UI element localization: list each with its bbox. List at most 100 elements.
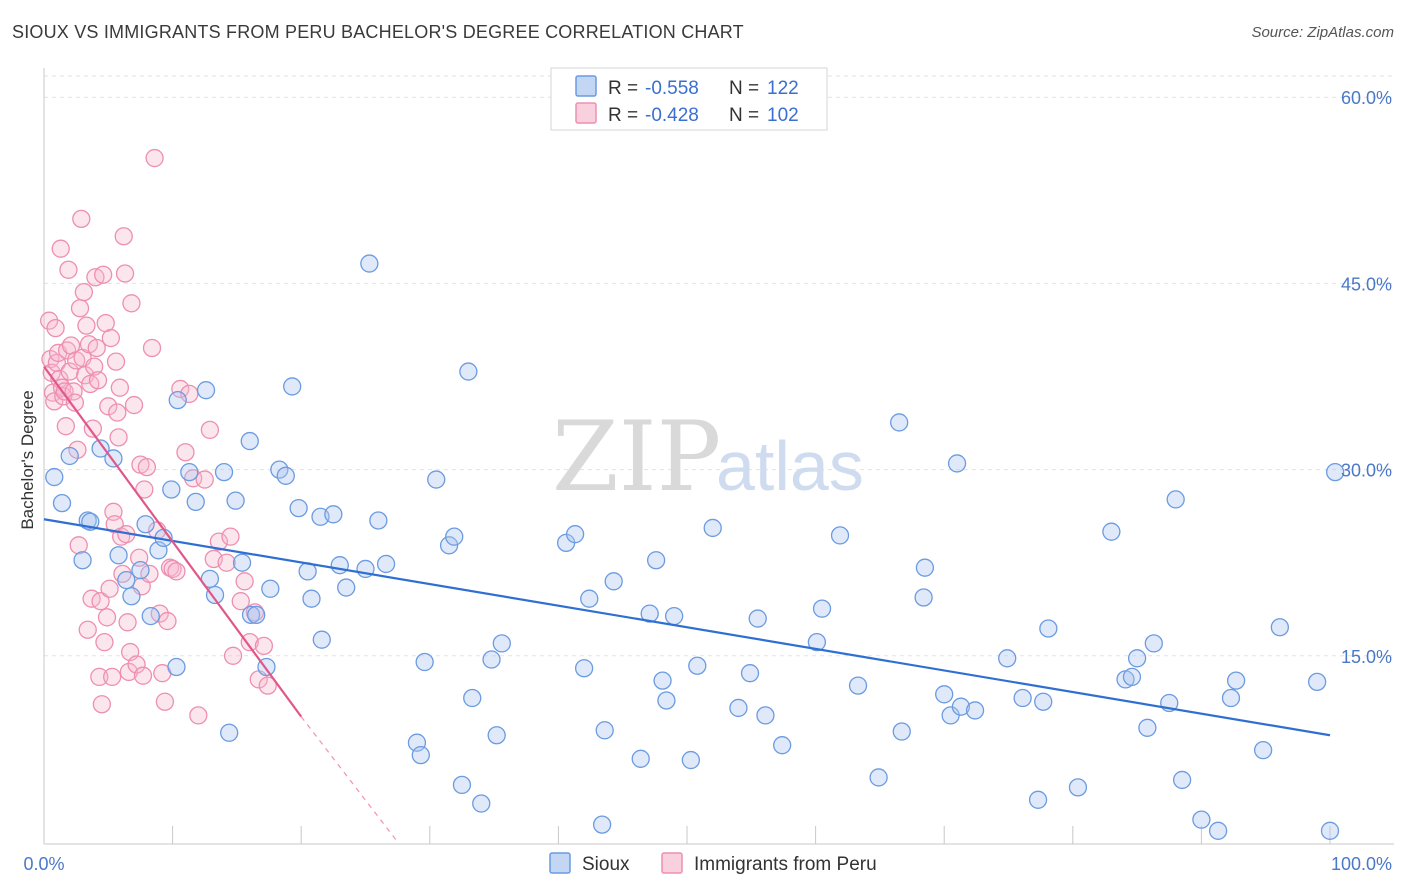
sioux-point — [890, 413, 909, 432]
sioux-point — [459, 362, 478, 381]
peru-point — [103, 667, 122, 687]
peru-point — [70, 299, 90, 318]
sioux-point — [681, 750, 701, 770]
sioux-point — [302, 589, 321, 608]
peru-point — [254, 636, 274, 656]
sioux-point — [740, 664, 760, 683]
sioux-point — [657, 691, 676, 710]
sioux-point — [1127, 649, 1147, 668]
sioux-point — [1325, 462, 1345, 482]
sioux-point — [646, 551, 666, 570]
bottom-legend-label-peru: Immigrants from Peru — [694, 854, 877, 875]
sioux-point — [1034, 692, 1053, 711]
peru-point — [124, 395, 144, 415]
legend-n-value-peru: 102 — [767, 105, 799, 126]
peru-point — [109, 428, 128, 447]
sioux-point — [653, 671, 672, 690]
sioux-point — [52, 493, 72, 513]
chart-title: SIOUX VS IMMIGRANTS FROM PERU BACHELOR'S… — [12, 22, 744, 42]
peru-point — [240, 633, 259, 652]
peru-point — [90, 667, 109, 687]
sioux-point — [369, 511, 388, 530]
sioux-point — [186, 492, 205, 512]
sioux-point — [205, 585, 225, 605]
sioux-point — [830, 526, 850, 545]
peru-point — [145, 148, 164, 168]
peru-point — [200, 420, 220, 440]
sioux-point — [1270, 618, 1289, 637]
sioux-point — [848, 676, 868, 695]
sioux-point — [168, 390, 187, 410]
sioux-point — [439, 536, 459, 555]
peru-point — [217, 553, 236, 572]
peru-point — [46, 318, 65, 338]
peru-point — [137, 457, 157, 477]
legend-n-value-sioux: 122 — [767, 78, 799, 99]
sioux-point — [220, 723, 239, 742]
sioux-point — [756, 706, 775, 725]
sioux-point — [445, 527, 464, 546]
sioux-point — [604, 572, 623, 591]
sioux-point — [117, 570, 136, 590]
sioux-point — [729, 698, 748, 718]
sioux-point — [1166, 490, 1185, 509]
legend-swatch-sioux — [575, 75, 597, 97]
sioux-point — [703, 518, 722, 538]
sioux-point — [232, 553, 252, 572]
sioux-point — [748, 609, 767, 628]
sioux-point — [214, 462, 234, 482]
peru-point — [118, 613, 137, 632]
sioux-point — [595, 721, 614, 740]
sioux-point — [200, 569, 220, 589]
peru-point — [189, 706, 208, 725]
peru-point — [108, 403, 127, 422]
series-legend: Sioux Immigrants from Peru — [549, 852, 877, 875]
y-tick-label-3: 60.0% — [1341, 88, 1392, 108]
sioux-point — [276, 466, 295, 485]
sioux-point — [592, 815, 612, 834]
sioux-point — [1208, 821, 1228, 840]
peru-point — [209, 532, 229, 551]
sioux-point — [337, 578, 356, 597]
sioux-point — [241, 605, 261, 624]
peru-point — [122, 294, 141, 313]
trend-lines — [43, 365, 1331, 843]
peru-point — [231, 592, 250, 611]
sioux-point — [73, 551, 92, 570]
sioux-point — [427, 470, 446, 489]
sioux-point — [664, 606, 684, 626]
legend-r-value-peru: -0.428 — [645, 105, 699, 126]
peru-point — [119, 662, 139, 682]
sioux-point — [812, 599, 832, 618]
series-sioux-points — [45, 254, 1345, 840]
sioux-point — [892, 722, 911, 741]
peru-point — [91, 592, 110, 611]
watermark: ZIP atlas — [552, 401, 864, 513]
sioux-point — [226, 491, 245, 510]
sioux-point — [91, 439, 110, 458]
peru-point — [39, 311, 59, 330]
sioux-point — [415, 652, 434, 672]
peru-point — [158, 611, 177, 631]
peru-point — [258, 676, 277, 695]
sioux-point — [574, 659, 594, 678]
peru-point — [155, 692, 175, 711]
sioux-point — [998, 649, 1017, 668]
peru-point — [85, 357, 104, 376]
sioux-point — [1253, 740, 1273, 760]
series-peru-points — [39, 148, 277, 725]
sioux-point — [1138, 718, 1157, 737]
peru-point — [195, 470, 214, 489]
sioux-point — [915, 558, 935, 577]
legend-n-label-sioux: N = — [729, 78, 759, 99]
legend-r-label-sioux: R = — [608, 78, 638, 99]
peru-point — [94, 265, 113, 284]
sioux-point — [131, 561, 150, 580]
sioux-point — [330, 556, 349, 575]
watermark-zip: ZIP — [552, 401, 721, 513]
sioux-point — [180, 462, 199, 482]
bottom-legend-swatch-peru — [661, 852, 683, 874]
y-tick-label-0: 15.0% — [1341, 647, 1392, 667]
peru-point — [176, 443, 195, 462]
sioux-point — [312, 630, 331, 649]
